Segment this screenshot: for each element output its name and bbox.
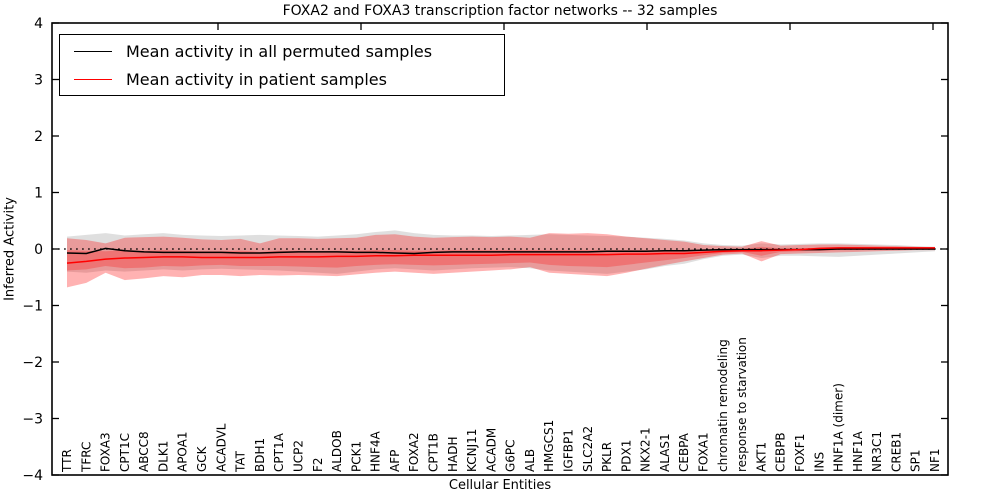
y-tick-label: −3 [22, 412, 43, 428]
x-category-label: TTR [60, 449, 74, 473]
x-category-label: NKX2-1 [639, 427, 653, 472]
x-category-label: DLK1 [156, 441, 170, 472]
y-tick-label: 0 [34, 242, 43, 258]
y-tick-label: 1 [34, 186, 43, 202]
x-category-label: ABCC8 [137, 431, 151, 472]
x-category-label: KCNJ11 [465, 429, 479, 472]
band-patient-spread-outer [67, 233, 935, 288]
legend-line-sample-black [74, 50, 112, 52]
x-category-label: AFP [388, 450, 402, 472]
legend-label-patient: Mean activity in patient samples [126, 69, 387, 89]
x-category-label: TFRC [79, 442, 93, 473]
series-line-patient-mean [66, 247, 935, 264]
y-tick-label: 4 [34, 16, 43, 32]
x-category-label: ACADM [484, 428, 498, 472]
x-category-label: FOXA2 [407, 432, 421, 472]
x-category-label: NR3C1 [870, 431, 884, 472]
x-category-label: GCK [195, 445, 209, 472]
y-tick-label: −2 [22, 355, 43, 371]
x-category-label: FOXA3 [99, 432, 113, 472]
x-category-label: SLC2A2 [581, 426, 595, 472]
x-category-label: AKT1 [754, 442, 768, 472]
x-category-label: HNF1A [851, 430, 865, 472]
x-axis-title: Cellular Entities [448, 478, 552, 493]
legend-entry-permuted: Mean activity in all permuted samples [74, 42, 504, 61]
x-category-label: HNF1A (dimer) [832, 383, 846, 472]
x-category-label: HNF4A [369, 430, 383, 472]
y-tick-label: 2 [34, 129, 43, 145]
x-category-label: FOXA1 [697, 432, 711, 472]
chart-title: FOXA2 and FOXA3 transcription factor net… [282, 3, 718, 19]
x-category-label: CREB1 [889, 432, 903, 472]
x-category-label: ALAS1 [658, 433, 672, 472]
x-category-label: ALB [523, 449, 537, 472]
x-category-label: HADH [446, 437, 460, 473]
x-category-label: PKLR [600, 442, 614, 472]
x-category-label: F2 [311, 457, 325, 472]
x-category-label: IGFBP1 [562, 429, 576, 472]
x-category-label: chromatin remodeling [716, 339, 730, 472]
x-category-label: NF1 [928, 448, 942, 472]
x-category-label: G6PC [504, 439, 518, 472]
legend: Mean activity in all permuted samples Me… [59, 34, 505, 96]
y-tick-label: −1 [22, 299, 43, 315]
y-axis-title: Inferred Activity [2, 197, 18, 301]
x-category-label: CEBPA [677, 432, 691, 472]
x-category-label: CPT1A [272, 432, 286, 472]
x-category-label: UCP2 [291, 440, 305, 472]
x-category-label: ALDOB [330, 430, 344, 472]
x-category-label: APOA1 [176, 431, 190, 472]
x-category-label: FOXF1 [793, 434, 807, 472]
x-category-label: response to starvation [735, 337, 749, 472]
x-category-label: HMGCS1 [542, 420, 556, 472]
legend-entry-patient: Mean activity in patient samples [74, 70, 504, 89]
x-category-label: CPT1C [118, 433, 132, 472]
x-category-label: BDH1 [253, 438, 267, 472]
legend-label-permuted: Mean activity in all permuted samples [126, 41, 433, 61]
y-tick-label: 3 [34, 73, 43, 89]
x-category-label: CPT1B [426, 433, 440, 472]
x-category-label: PCK1 [349, 441, 363, 472]
x-category-label: INS [812, 452, 826, 472]
x-category-label: ACADVL [214, 423, 228, 472]
x-category-label: PDX1 [619, 440, 633, 472]
legend-line-sample-red [74, 78, 112, 80]
x-category-label: CEBPB [774, 432, 788, 472]
y-tick-label: −4 [22, 468, 43, 484]
x-category-label: TAT [234, 450, 248, 473]
x-category-label: SP1 [909, 450, 923, 473]
